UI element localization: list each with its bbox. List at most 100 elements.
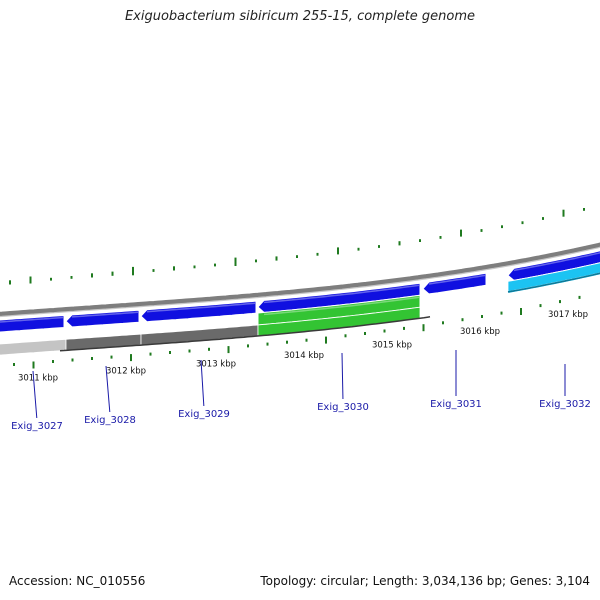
kbp-tick-label: 3016 kbp	[460, 327, 500, 337]
gc-skew-bar	[111, 271, 114, 276]
ruler-minor-tick	[13, 363, 15, 366]
gene-arrow-sheen	[146, 302, 256, 313]
gene-arrow	[0, 314, 65, 333]
ruler-minor-tick	[32, 361, 35, 369]
kbp-ruler: 3011 kbp 3012 kbp 3013 kbp 3014 kbp 3015 kbp…	[13, 295, 588, 383]
ruler-minor-tick	[403, 326, 405, 330]
gene-arrow-sheen	[0, 316, 64, 323]
ruler-minor-tick	[383, 329, 386, 333]
gc-skew-bar	[398, 241, 401, 246]
gc-skew-bar	[296, 255, 298, 258]
ruler-minor-tick	[305, 338, 308, 342]
gc-skew-bar	[152, 269, 155, 272]
gc-skew-bar	[9, 280, 11, 285]
gc-skew-track	[9, 208, 585, 285]
gc-skew-bar	[70, 276, 73, 279]
gc-skew-bar	[316, 252, 319, 256]
ruler-minor-tick	[208, 347, 210, 351]
gc-content-segment	[140, 324, 259, 346]
ruler-minor-tick	[149, 352, 152, 356]
map-title: Exiguobacterium sibiricum 255-15, comple…	[124, 9, 476, 24]
gene-arrow-sheen	[513, 252, 600, 272]
gc-skew-bar	[255, 259, 257, 263]
ring-highlight-line	[0, 246, 600, 318]
ruler-minor-tick	[52, 360, 54, 363]
gene-arrow-sheen	[71, 311, 139, 318]
gc-skew-bar	[91, 273, 93, 278]
gc-skew-bar	[521, 221, 524, 225]
gc-skew-bar	[439, 236, 442, 239]
gc-content-segment	[0, 338, 67, 356]
ruler-minor-tick	[461, 318, 464, 322]
gene-label: Exig_3028	[84, 415, 136, 426]
gene-label: Exig_3031	[430, 399, 482, 410]
gc-skew-bar	[275, 256, 278, 261]
gc-skew-bar	[132, 266, 134, 276]
ruler-minor-tick	[481, 315, 483, 318]
kbp-tick-label: 3014 kbp	[284, 351, 324, 361]
ruler-minor-tick	[520, 308, 522, 315]
ruler-minor-tick	[110, 355, 113, 359]
gc-skew-bar	[193, 265, 196, 269]
gc-skew-bar	[357, 247, 360, 251]
ruler-minor-tick	[578, 295, 581, 299]
ruler-minor-tick	[91, 357, 93, 360]
ring-outer-line	[0, 242, 600, 317]
ruler-minor-tick	[266, 342, 269, 346]
gene-arrow-sheen	[428, 274, 486, 285]
genome-summary: Topology: circular; Length: 3,034,136 bp…	[260, 574, 590, 588]
gc-skew-bar	[419, 239, 421, 242]
gc-skew-bar	[583, 208, 585, 211]
gc-skew-bar	[480, 229, 483, 232]
gc-skew-bar	[29, 276, 32, 284]
backbone-ring	[0, 242, 600, 318]
kbp-tick-label: 3012 kbp	[106, 367, 146, 377]
gc-content-track	[0, 262, 600, 356]
gene-label-leader	[341, 352, 344, 400]
ruler-minor-tick	[169, 351, 171, 354]
gc-skew-bar	[501, 225, 503, 229]
gc-skew-bar	[562, 209, 565, 217]
accession-label: Accession: NC_010556	[9, 574, 146, 588]
gene-label-leader	[105, 365, 111, 413]
gene-label: Exig_3027	[11, 421, 63, 432]
gc-skew-bar	[173, 266, 175, 271]
gene-labels: Exig_3027 Exig_3028 Exig_3029 Exig_3030 Exig…	[11, 350, 591, 432]
ruler-minor-tick	[188, 349, 191, 353]
ruler-minor-tick	[500, 311, 503, 315]
ruler-minor-tick	[539, 304, 542, 308]
ruler-minor-tick	[130, 354, 132, 362]
gene-label: Exig_3030	[317, 402, 369, 413]
ruler-minor-tick	[442, 321, 444, 325]
gene-label: Exig_3029	[178, 409, 230, 420]
gc-baseline	[59, 316, 431, 352]
gc-skew-bar	[337, 247, 339, 255]
ruler-minor-tick	[286, 340, 288, 344]
gc-skew-bar	[214, 263, 216, 267]
ruler-minor-tick	[344, 334, 347, 338]
kbp-tick-label: 3011 kbp	[18, 373, 58, 383]
ruler-minor-tick	[422, 324, 425, 332]
gc-skew-bar	[460, 229, 462, 237]
kbp-tick-label: 3013 kbp	[196, 359, 236, 369]
gc-skew-bar	[50, 277, 52, 281]
gc-skew-bar	[234, 257, 237, 266]
ruler-minor-tick	[325, 336, 327, 344]
ruler-minor-tick	[559, 300, 561, 304]
ruler-minor-tick	[364, 332, 366, 335]
gene-arrow-sheen	[263, 296, 420, 316]
gene-arrow-sheen	[263, 284, 420, 304]
gene-arrow	[140, 300, 257, 323]
gc-baseline	[507, 272, 600, 293]
gc-skew-bar	[378, 245, 380, 248]
ruler-minor-tick	[227, 346, 230, 354]
ruler-minor-tick	[247, 344, 249, 348]
gc-skew-bar	[542, 217, 544, 220]
gene-label-leader	[32, 370, 38, 419]
gene-arrow	[422, 272, 487, 295]
kbp-tick-label: 3015 kbp	[372, 341, 412, 351]
kbp-tick-label: 3017 kbp	[548, 310, 588, 320]
ruler-minor-tick	[71, 358, 74, 362]
